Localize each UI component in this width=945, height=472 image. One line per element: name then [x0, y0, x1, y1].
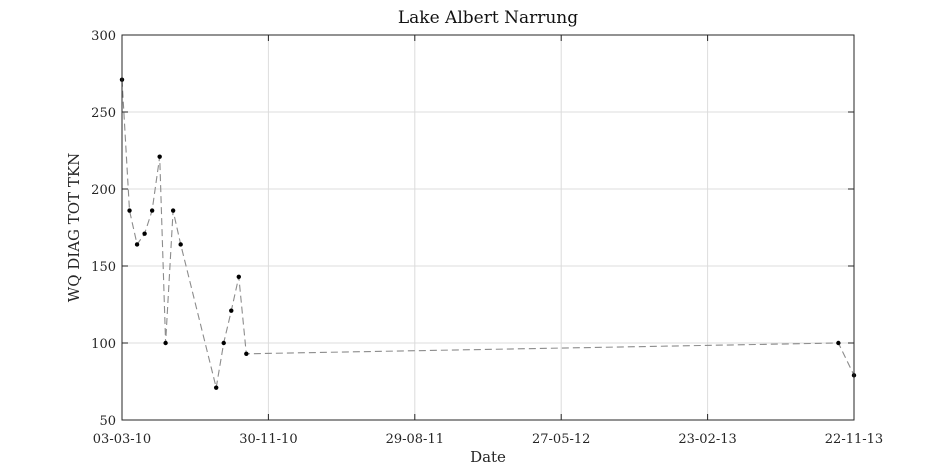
y-axis-title: WQ DIAG TOT TKN [65, 153, 83, 302]
x-tick-label: 03-03-10 [93, 432, 151, 447]
data-point [236, 274, 241, 279]
y-tick-label: 100 [91, 337, 116, 352]
data-point [170, 208, 176, 213]
chart-title: Lake Albert Narrung [398, 8, 578, 28]
data-point [229, 308, 234, 313]
data-point [142, 231, 147, 236]
y-tick-label: 250 [91, 106, 116, 121]
grid [122, 35, 854, 420]
data-point [221, 340, 226, 346]
series-line [121, 79, 855, 388]
data-point [157, 154, 162, 159]
data-point [213, 385, 219, 390]
data-point [149, 208, 155, 213]
data-point [134, 242, 140, 247]
x-tick-label: 23-02-13 [678, 432, 736, 447]
data-point [178, 242, 183, 247]
y-tick-label: 200 [91, 183, 116, 198]
x-tick-label: 29-08-11 [386, 432, 444, 447]
axis-ticks: 03-03-10 30-11-10 29-08-11 27-05-12 23-02-13… [91, 29, 883, 447]
data-point [244, 351, 249, 356]
data-markers [119, 77, 857, 390]
data-point [127, 208, 132, 213]
plot-frame [121, 34, 855, 421]
series-line-path [121, 79, 855, 388]
y-tick-label: 50 [99, 414, 116, 429]
data-point [163, 340, 168, 346]
y-tick-label: 150 [91, 260, 116, 275]
data-point [836, 340, 841, 346]
x-tick-label: 27-05-12 [532, 432, 590, 447]
x-tick-label: 22-11-13 [825, 432, 883, 447]
x-tick-label: 30-11-10 [239, 432, 297, 447]
y-tick-label: 300 [91, 29, 116, 44]
x-axis-title: Date [470, 448, 506, 466]
